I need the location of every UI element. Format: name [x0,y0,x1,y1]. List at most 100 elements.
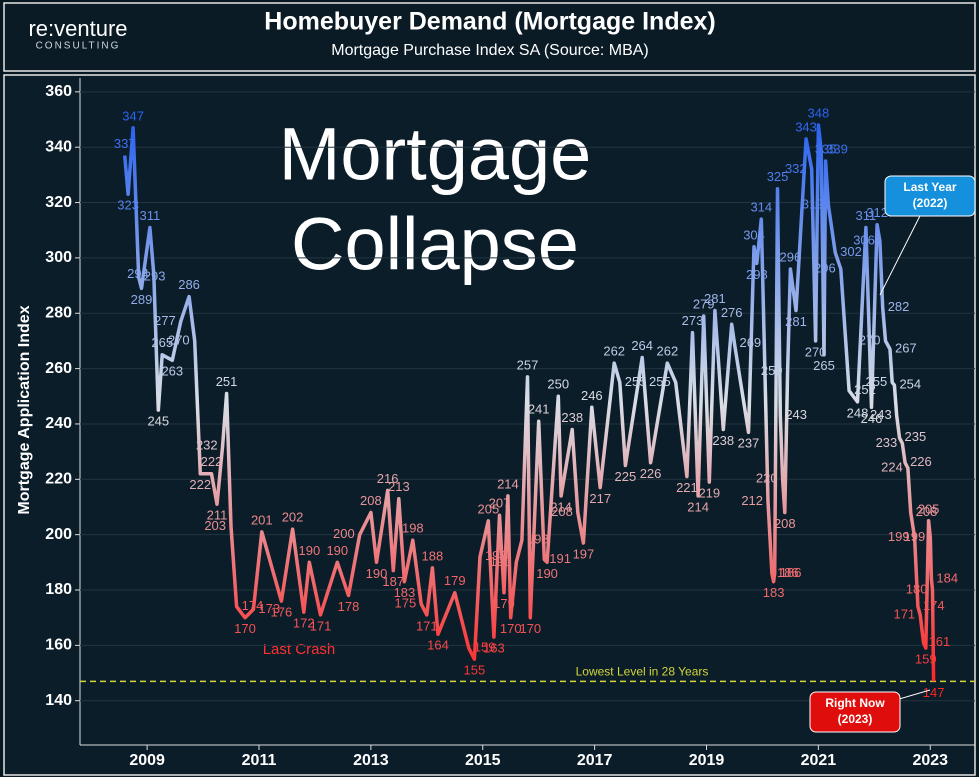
data-label: 159 [915,652,937,667]
data-label: 190 [536,566,558,581]
data-label: 248 [847,405,869,420]
callout-sub: (2022) [913,196,948,210]
data-label: 205 [918,501,940,516]
data-label: 186 [777,565,799,580]
data-label: 306 [853,233,875,248]
data-label: 170 [500,621,522,636]
data-label: 171 [416,618,438,633]
data-label: 281 [704,291,726,306]
data-label: 179 [493,596,515,611]
data-label: 190 [366,566,388,581]
data-label: 282 [888,299,910,314]
data-label: 186 [780,565,802,580]
data-label: 147 [923,685,945,700]
data-label: 170 [234,621,256,636]
data-label: 199 [904,529,926,544]
data-label: 265 [813,358,835,373]
chart-subtitle: Mortgage Purchase Index SA (Source: MBA) [331,42,648,59]
data-label: 238 [561,410,583,425]
data-label: 226 [640,466,662,481]
data-label: 255 [649,374,671,389]
data-label: 254 [899,377,921,392]
data-label: 179 [444,573,466,588]
data-label: 174 [242,598,264,613]
data-label: 250 [547,377,569,392]
data-label: 222 [189,477,211,492]
data-label: 270 [168,332,190,347]
data-label: 314 [750,200,772,215]
data-label: 270 [859,332,881,347]
data-label: 224 [881,460,903,475]
data-label: 267 [895,341,917,356]
data-label: 232 [196,438,218,453]
x-tick-label: 2013 [353,752,389,769]
data-label: 214 [497,476,519,491]
data-label: 245 [147,414,169,429]
data-label: 281 [785,314,807,329]
y-tick-label: 300 [45,249,72,266]
y-tick-label: 360 [45,83,72,100]
data-label: 202 [282,510,304,525]
data-label: 192 [485,548,507,563]
x-tick-label: 2021 [801,752,837,769]
data-label: 348 [808,105,830,120]
y-tick-label: 180 [45,581,72,598]
data-label: 161 [929,634,951,649]
headline: Mortgage [279,113,592,196]
x-tick-label: 2019 [689,752,725,769]
y-tick-label: 160 [45,637,72,654]
data-label: 289 [131,292,153,307]
data-label: 159 [474,640,496,655]
data-label: 255 [866,374,888,389]
data-label: 222 [201,454,223,469]
data-label: 170 [519,621,541,636]
y-tick-label: 340 [45,138,72,155]
data-label: 323 [117,198,139,213]
data-label: 216 [377,471,399,486]
data-label: 262 [603,344,625,359]
data-label: 188 [422,548,444,563]
data-label: 257 [517,357,539,372]
data-label: 302 [840,244,862,259]
data-label: 174 [923,598,945,613]
y-tick-label: 200 [45,526,72,543]
x-tick-label: 2015 [465,752,501,769]
data-label: 235 [904,429,926,444]
data-label: 217 [589,491,611,506]
data-label: 199 [888,529,910,544]
data-label: 255 [625,374,647,389]
data-label: 191 [549,551,571,566]
data-label: 263 [161,364,183,379]
data-label: 304 [743,227,765,242]
callout-box [809,691,901,733]
data-label: 208 [774,516,796,531]
x-tick-label: 2009 [129,752,165,769]
data-label: 293 [144,269,166,284]
data-line [122,123,936,682]
data-label: 190 [298,543,320,558]
data-label: 296 [814,260,836,275]
data-label: 172 [293,616,315,631]
data-label: 264 [631,338,653,353]
data-label: 269 [739,335,761,350]
data-label: 265 [151,335,173,350]
data-label: 198 [402,521,424,536]
data-label: 212 [741,493,763,508]
data-label: 337 [114,136,136,151]
data-label: 270 [805,344,827,359]
data-label: 211 [207,508,228,523]
annotation: Last Crash [263,641,336,658]
headline: Collapse [291,203,579,286]
data-label: 164 [427,638,449,653]
data-label: 243 [870,407,892,422]
data-label: 213 [388,479,410,494]
callout-sub: (2023) [838,712,873,726]
data-label: 325 [767,169,789,184]
x-tick-label: 2011 [242,752,277,769]
data-label: 208 [551,504,573,519]
data-label: 294 [127,266,149,281]
callout-text: Right Now [825,696,885,710]
data-label: 201 [251,512,273,527]
data-label: 190 [326,543,348,558]
